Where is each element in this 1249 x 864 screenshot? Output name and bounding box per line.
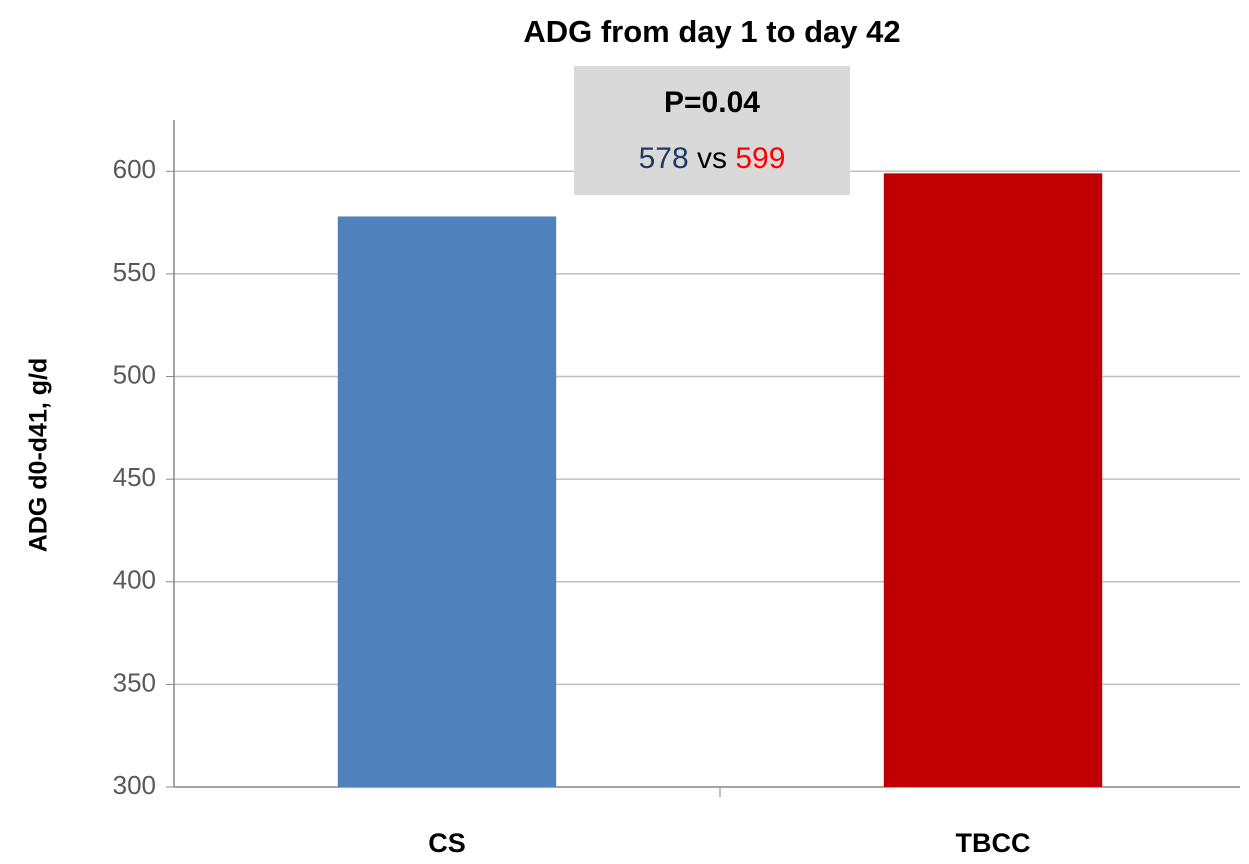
bar — [337, 216, 557, 787]
y-tick-label: 500 — [113, 359, 156, 389]
y-tick-label: 550 — [113, 257, 156, 287]
y-tick-label: 350 — [113, 667, 156, 697]
annotation-value: 578 — [639, 142, 689, 175]
x-tick-label: TBCC — [956, 828, 1031, 858]
annotation: P=0.04 578 vs 599 — [574, 66, 850, 195]
annotation-title: P=0.04 — [664, 86, 760, 119]
annotation-box — [574, 66, 850, 195]
chart-title: ADG from day 1 to day 42 — [523, 14, 900, 49]
y-tick-label: 450 — [113, 462, 156, 492]
x-tick-label: CS — [428, 828, 466, 858]
annotation-value: 599 — [735, 142, 785, 175]
bar — [883, 173, 1103, 788]
plot-area: 300 350 400 450 500 550 600 CS TBCC — [113, 120, 1240, 858]
annotation-values: 578 vs 599 — [639, 142, 786, 175]
y-tick-label: 600 — [113, 154, 156, 184]
annotation-separator: vs — [697, 142, 727, 175]
y-axis-label: ADG d0-d41, g/d — [25, 358, 53, 552]
y-tick-label: 400 — [113, 565, 156, 595]
y-tick-label: 300 — [113, 770, 156, 800]
